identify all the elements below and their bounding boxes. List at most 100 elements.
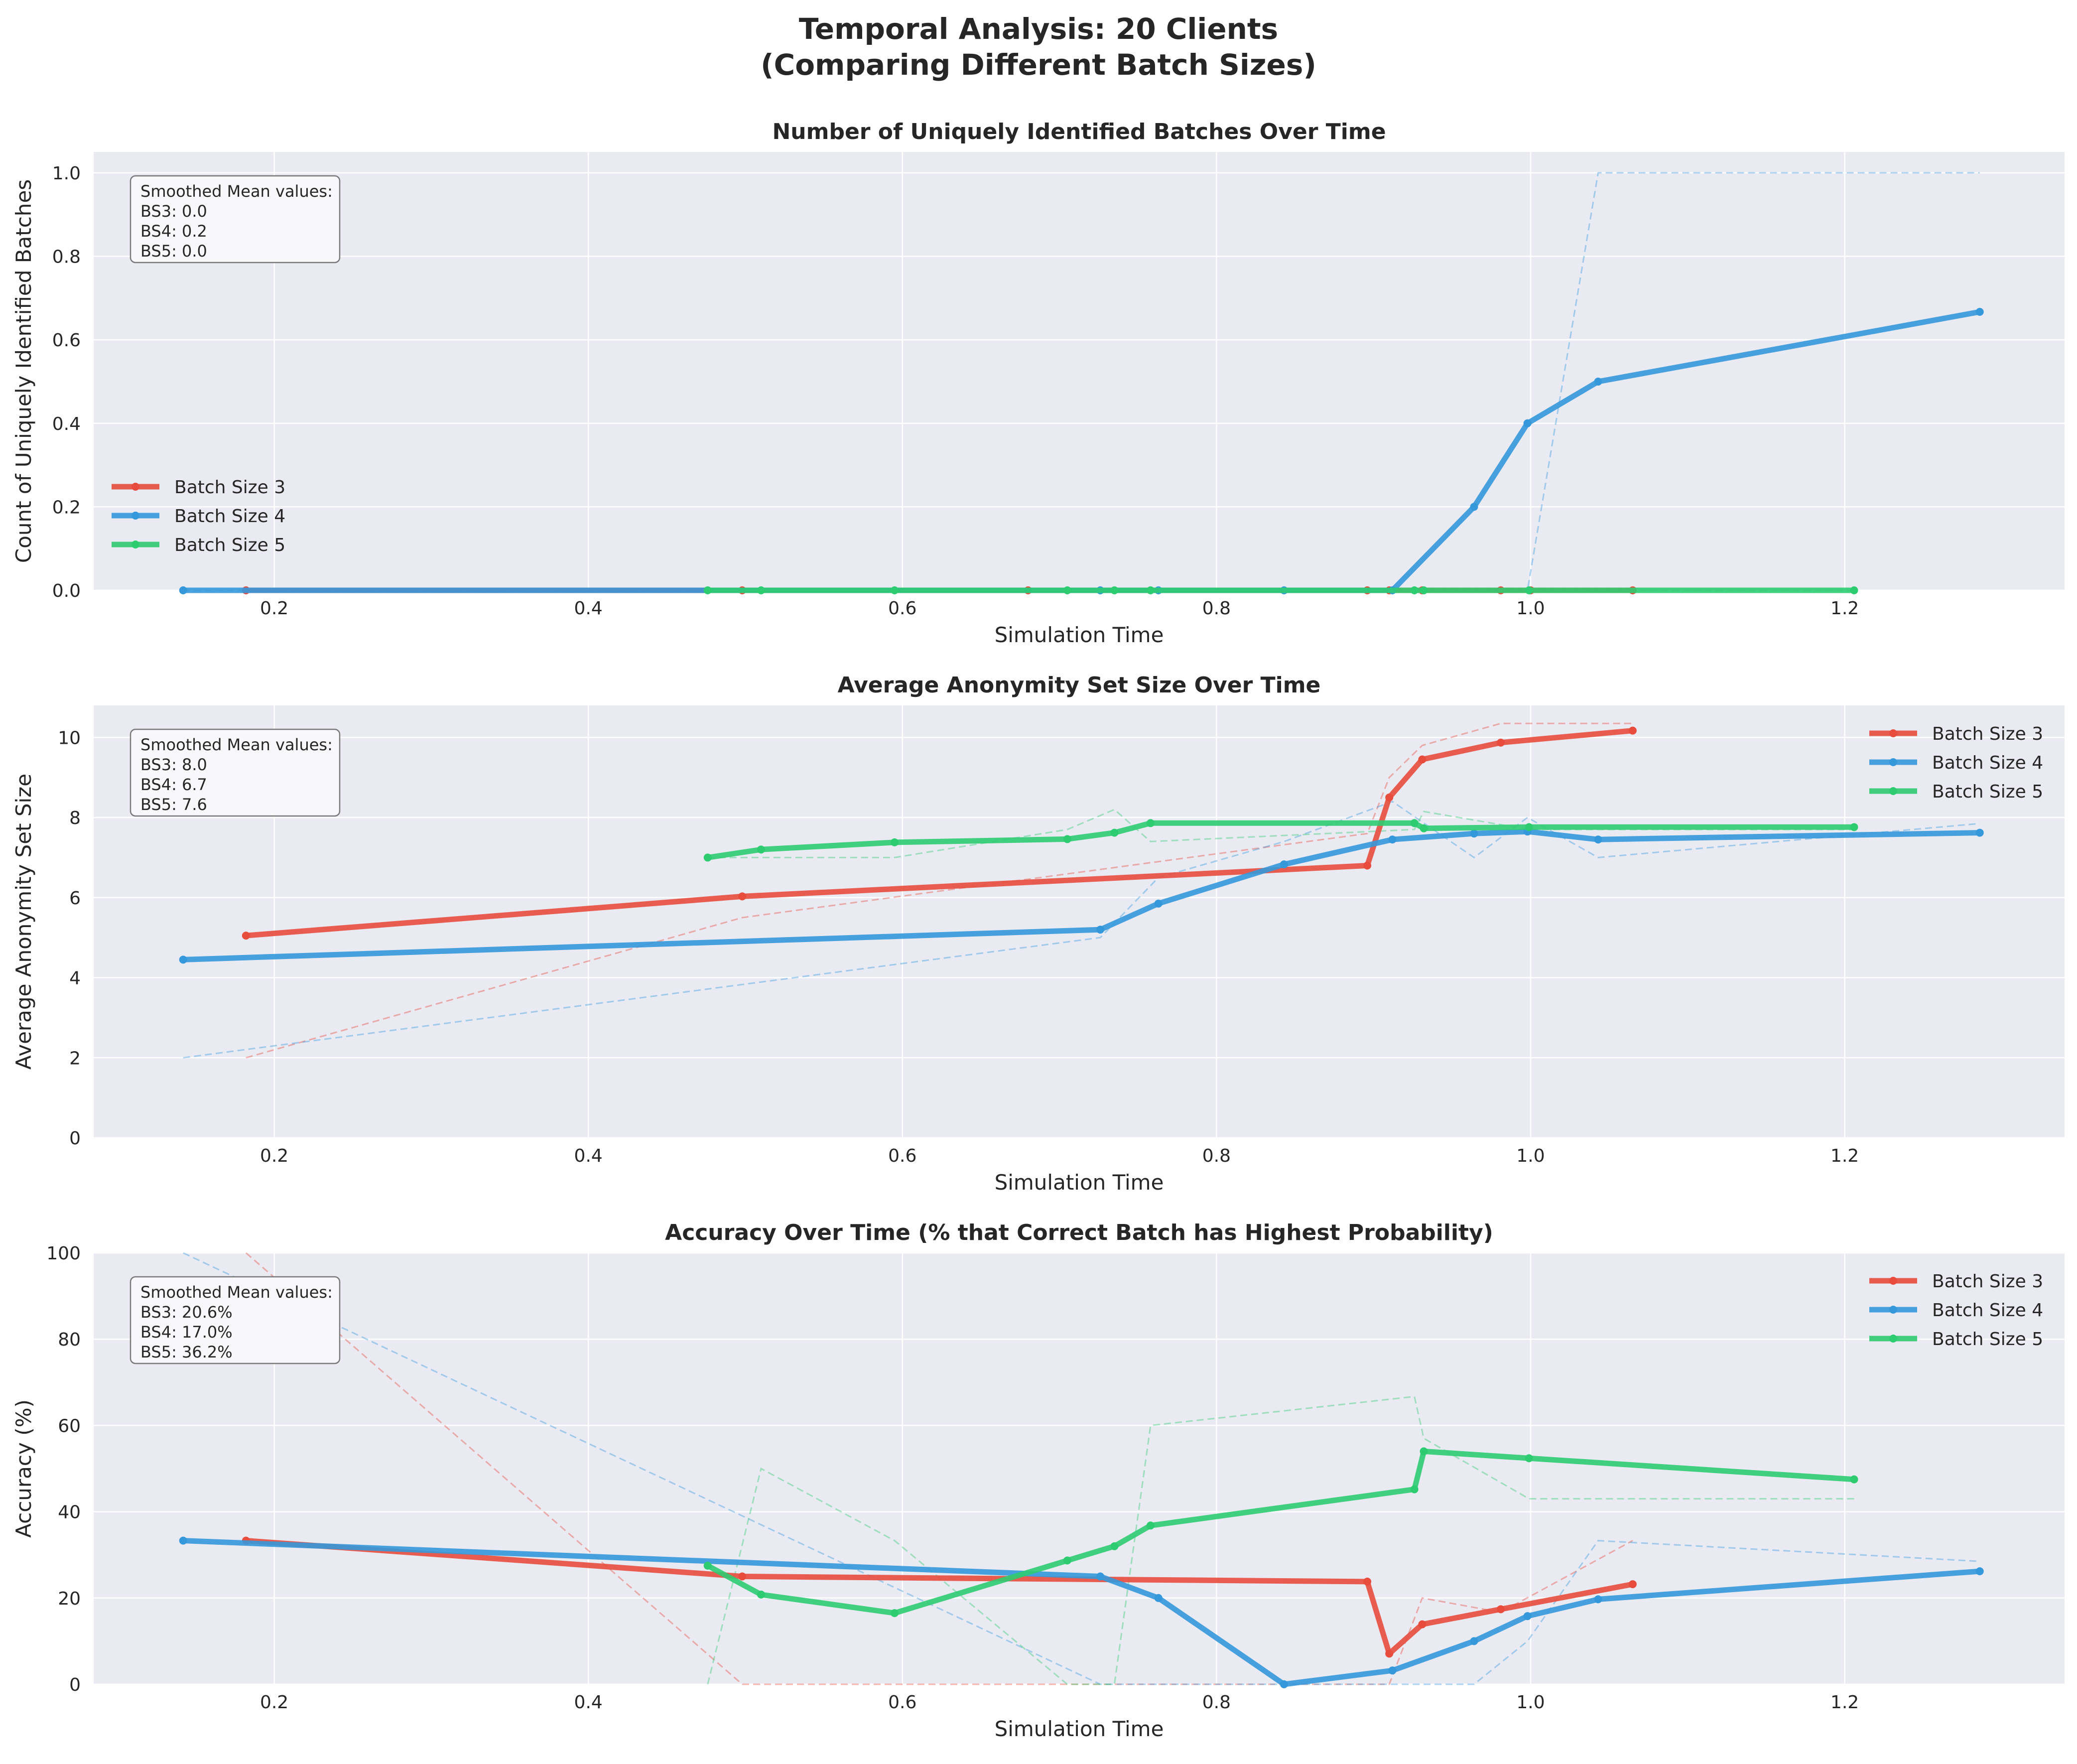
y-tick-label: 20: [58, 1589, 81, 1609]
legend-label-bs5: Batch Size 5: [1932, 1329, 2043, 1350]
legend-label-bs3: Batch Size 3: [174, 477, 285, 498]
data-point-bs4: [179, 586, 187, 594]
x-axis-label: Simulation Time: [995, 1170, 1164, 1195]
y-tick-label: 0: [69, 1675, 81, 1695]
data-point-bs5: [1525, 823, 1533, 831]
data-point-bs4: [1470, 829, 1478, 838]
y-tick-label: 0.4: [52, 414, 81, 434]
data-point-bs4: [1470, 503, 1478, 511]
x-tick-label: 0.6: [888, 1692, 916, 1713]
data-point-bs5: [1063, 586, 1071, 594]
data-point-bs5: [1410, 819, 1419, 827]
stats-box: Smoothed Mean values:BS3: 20.6%BS4: 17.0…: [130, 1276, 341, 1364]
data-point-bs4: [1280, 860, 1288, 869]
y-tick-label: 0: [69, 1128, 81, 1149]
legend-label-bs5: Batch Size 5: [174, 535, 285, 555]
data-point-bs3: [242, 932, 250, 940]
legend-label-bs5: Batch Size 5: [1932, 782, 2043, 802]
legend: Batch Size 3 Batch Size 4 Batch Size 5: [1869, 724, 2043, 802]
legend-label-bs3: Batch Size 3: [1932, 724, 2043, 744]
data-point-bs3: [738, 892, 747, 901]
data-point-bs4: [179, 1536, 187, 1545]
stats-box-frame: [130, 175, 341, 264]
data-point-bs5: [757, 1590, 766, 1599]
chart-title: Average Anonymity Set Size Over Time: [838, 673, 1321, 698]
raw-series-line-bs4: [183, 1252, 1980, 1685]
stats-line: Smoothed Mean values:: [140, 182, 333, 201]
data-point-bs4: [1975, 828, 1984, 837]
data-point-bs5: [1850, 586, 1858, 594]
x-tick-label: 0.4: [574, 1146, 603, 1166]
legend-marker-bs5: [1889, 787, 1897, 795]
y-axis-label: Count of Uniquely Identified Batches: [11, 179, 36, 563]
data-point-bs4: [1523, 1612, 1532, 1621]
smoothed-series-line-bs5: [705, 820, 1857, 860]
stats-line: BS5: 7.6: [140, 795, 207, 814]
data-point-bs5: [1850, 823, 1858, 831]
x-tick-label: 0.2: [260, 1146, 288, 1166]
stats-box-frame: [130, 728, 341, 817]
legend-marker-bs4: [131, 512, 139, 520]
data-point-bs5: [1410, 586, 1419, 594]
figure-title-line2: (Comparing Different Batch Sizes): [761, 48, 1316, 82]
legend-marker-bs3: [1889, 1277, 1897, 1285]
x-tick-label: 0.8: [1202, 1146, 1231, 1166]
y-tick-label: 1.0: [52, 163, 81, 184]
legend: Batch Size 3 Batch Size 4 Batch Size 5: [1869, 1271, 2043, 1350]
stats-line: Smoothed Mean values:: [140, 735, 333, 754]
stats-line: BS4: 17.0%: [140, 1323, 233, 1342]
x-tick-label: 0.4: [574, 598, 603, 619]
x-tick-label: 0.2: [260, 1692, 288, 1713]
legend-marker-bs5: [131, 541, 139, 548]
stats-line: BS5: 0.0: [140, 242, 207, 261]
x-tick-label: 1.0: [1516, 598, 1545, 619]
chart-panel-unique-batches: 0.2 0.4 0.6 0.8 1.0 1.2 0.0 0.2 0.4 0.6 0.8 1.0 Numb…: [11, 119, 2065, 647]
stats-box-frame: [130, 1276, 341, 1364]
x-tick-label: 1.2: [1830, 1692, 1859, 1713]
x-axis-label: Simulation Time: [995, 1717, 1164, 1741]
stats-line: Smoothed Mean values:: [140, 1283, 333, 1302]
y-tick-label: 0.6: [52, 330, 81, 351]
x-tick-label: 1.2: [1830, 598, 1859, 619]
x-tick-label: 1.2: [1830, 1146, 1859, 1166]
data-point-bs5: [1146, 1521, 1155, 1530]
data-point-bs4: [1594, 835, 1602, 844]
x-tick-label: 0.4: [574, 1692, 603, 1713]
y-tick-label: 6: [69, 888, 81, 909]
x-tick-label: 0.8: [1202, 1692, 1231, 1713]
stats-line: BS5: 36.2%: [140, 1343, 233, 1361]
figure-title-line1: Temporal Analysis: 20 Clients: [799, 12, 1278, 46]
data-point-bs3: [1363, 1577, 1372, 1586]
x-tick-label: 1.0: [1516, 1146, 1545, 1166]
data-point-bs5: [1850, 1475, 1858, 1484]
data-point-bs5: [1110, 586, 1119, 594]
data-point-bs4: [1975, 1567, 1984, 1576]
data-point-bs5: [1410, 1485, 1419, 1493]
y-tick-label: 80: [58, 1330, 81, 1350]
gridlines: [94, 1252, 2065, 1685]
raw-series-line-bs5: [707, 1395, 1854, 1685]
data-point-bs3: [1385, 1649, 1394, 1658]
data-point-bs4: [1594, 377, 1602, 386]
legend-label-bs4: Batch Size 4: [174, 506, 285, 527]
legend-label-bs3: Batch Size 3: [1932, 1271, 2043, 1292]
data-point-bs4: [1388, 835, 1397, 844]
stats-line: BS4: 0.2: [140, 222, 207, 241]
y-tick-label: 40: [58, 1502, 81, 1523]
data-point-bs4: [1154, 1594, 1163, 1602]
data-point-bs5: [1525, 586, 1533, 594]
chart-title: Accuracy Over Time (% that Correct Batch…: [665, 1220, 1493, 1245]
data-point-bs5: [1110, 828, 1119, 837]
data-point-bs4: [1594, 1595, 1602, 1604]
data-point-bs3: [738, 1572, 747, 1581]
data-point-bs3: [1497, 1605, 1505, 1614]
x-tick-label: 0.8: [1202, 598, 1231, 619]
legend-marker-bs3: [1889, 729, 1897, 737]
chart-title: Number of Uniquely Identified Batches Ov…: [772, 119, 1386, 144]
y-tick-label: 4: [69, 968, 81, 989]
data-point-bs5: [891, 838, 899, 846]
raw-series-line-bs3: [245, 1252, 1633, 1685]
data-point-bs5: [703, 853, 712, 862]
